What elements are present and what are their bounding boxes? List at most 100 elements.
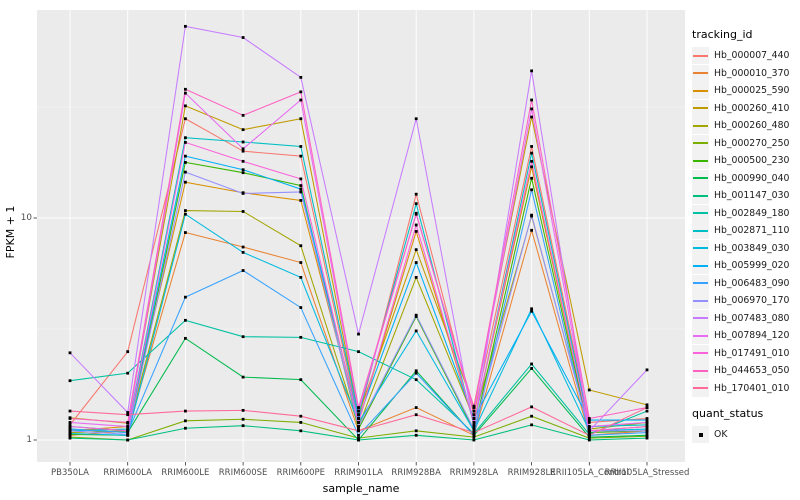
data-point-marker bbox=[645, 368, 649, 372]
data-point-marker bbox=[126, 350, 130, 354]
legend-line-icon bbox=[693, 159, 708, 162]
data-point-marker bbox=[645, 417, 649, 420]
data-point-marker bbox=[357, 438, 360, 442]
data-point-marker bbox=[357, 429, 360, 433]
data-point-marker bbox=[357, 425, 360, 428]
data-point-marker bbox=[472, 423, 476, 427]
data-point-marker bbox=[530, 115, 533, 119]
x-tick-label-RRIM600LA: RRIM600LA bbox=[103, 468, 152, 478]
legend-item-label: Hb_000025_590 bbox=[714, 85, 790, 97]
data-point-marker bbox=[241, 128, 245, 132]
data-point-marker bbox=[530, 423, 533, 427]
data-point-marker bbox=[645, 436, 649, 440]
legend-key-swatch bbox=[692, 99, 709, 117]
data-point-marker bbox=[241, 375, 245, 379]
data-point-marker bbox=[414, 230, 418, 233]
data-point-marker bbox=[645, 431, 649, 434]
legend-item-Hb_007483_080: Hb_007483_080 bbox=[692, 309, 800, 328]
data-point-marker bbox=[299, 429, 303, 433]
data-point-marker bbox=[241, 424, 245, 428]
data-point-marker bbox=[414, 413, 418, 417]
legend-line-icon bbox=[693, 229, 708, 232]
data-point-marker bbox=[299, 90, 303, 94]
data-point-marker bbox=[68, 421, 72, 424]
data-point-marker bbox=[357, 421, 360, 424]
data-point-marker bbox=[184, 91, 187, 95]
legend-item-Hb_005999_020: Hb_005999_020 bbox=[692, 257, 800, 275]
data-point-marker bbox=[645, 403, 649, 407]
legend-item-label: Hb_000260_480 bbox=[714, 120, 790, 132]
data-point-marker bbox=[414, 378, 418, 382]
legend-key-swatch bbox=[692, 274, 709, 292]
x-axis-title: sample_name bbox=[322, 482, 400, 495]
data-point-marker bbox=[414, 192, 418, 196]
data-point-marker bbox=[241, 250, 245, 254]
data-point-marker bbox=[68, 425, 72, 428]
legend-item-label: Hb_006483_090 bbox=[714, 277, 790, 289]
data-point-marker bbox=[357, 427, 360, 431]
data-point-marker bbox=[126, 431, 130, 434]
x-tick-label-RRIM600PE: RRIM600PE bbox=[276, 468, 325, 478]
data-point-marker bbox=[472, 433, 476, 437]
data-point-marker bbox=[126, 371, 130, 375]
legend-item-label: Hb_005999_020 bbox=[714, 260, 790, 272]
data-point-marker bbox=[299, 306, 303, 309]
legend-item-label: Hb_170401_010 bbox=[714, 382, 790, 394]
legend-key-swatch bbox=[692, 64, 709, 82]
data-point-marker bbox=[645, 427, 649, 431]
legend-key-swatch bbox=[692, 344, 709, 362]
data-point-marker bbox=[299, 190, 303, 194]
legend-line-icon bbox=[693, 124, 708, 127]
data-point-marker bbox=[241, 140, 245, 144]
legend-line-icon bbox=[693, 317, 708, 320]
data-point-marker bbox=[414, 248, 418, 252]
data-point-marker bbox=[241, 159, 245, 163]
data-point-marker bbox=[587, 438, 591, 442]
data-point-marker bbox=[530, 69, 533, 73]
data-point-marker bbox=[126, 438, 130, 442]
x-tick-label-RRIM901LA: RRIM901LA bbox=[334, 468, 383, 478]
data-point-marker bbox=[530, 145, 533, 148]
data-point-marker bbox=[414, 329, 418, 333]
data-point-marker bbox=[184, 170, 187, 174]
legend-item-label: Hb_017491_010 bbox=[714, 347, 790, 359]
data-point-marker bbox=[530, 362, 533, 366]
legend-key-swatch bbox=[692, 309, 709, 327]
legend-key-swatch bbox=[692, 292, 709, 310]
data-point-marker bbox=[68, 429, 72, 433]
data-point-marker bbox=[241, 171, 245, 175]
legend-item-label: Hb_002849_180 bbox=[714, 207, 790, 219]
legend-line-icon bbox=[693, 387, 708, 390]
data-point-marker bbox=[184, 87, 187, 91]
data-point-marker bbox=[472, 435, 476, 439]
data-point-marker bbox=[530, 307, 533, 311]
data-point-marker bbox=[587, 433, 591, 437]
data-point-marker bbox=[530, 165, 533, 169]
data-point-marker bbox=[184, 141, 187, 144]
data-point-marker bbox=[530, 213, 533, 217]
data-point-marker bbox=[241, 417, 245, 421]
data-point-marker bbox=[299, 98, 303, 102]
data-point-marker bbox=[587, 429, 591, 433]
data-point-marker bbox=[241, 408, 245, 412]
legend-line-icon bbox=[693, 177, 708, 180]
data-point-marker bbox=[299, 378, 303, 382]
data-point-marker bbox=[299, 261, 303, 264]
data-point-marker bbox=[184, 419, 187, 423]
data-point-marker bbox=[414, 406, 418, 409]
data-point-marker bbox=[184, 24, 187, 28]
data-point-marker bbox=[472, 431, 476, 434]
legend-item-Hb_044653_050: Hb_044653_050 bbox=[692, 362, 800, 380]
data-point-marker bbox=[645, 429, 649, 433]
data-point-marker bbox=[530, 309, 533, 313]
data-point-marker bbox=[472, 406, 476, 409]
legend-item-Hb_170401_010: Hb_170401_010 bbox=[692, 379, 800, 398]
data-point-marker bbox=[126, 432, 130, 436]
legend-item-label: Hb_044653_050 bbox=[714, 365, 790, 377]
data-point-marker bbox=[414, 223, 418, 227]
legend-key-swatch bbox=[692, 134, 709, 152]
legend-item-Hb_001147_030: Hb_001147_030 bbox=[692, 187, 800, 205]
x-tick-label-RRIM928BA: RRIM928BA bbox=[391, 468, 441, 478]
